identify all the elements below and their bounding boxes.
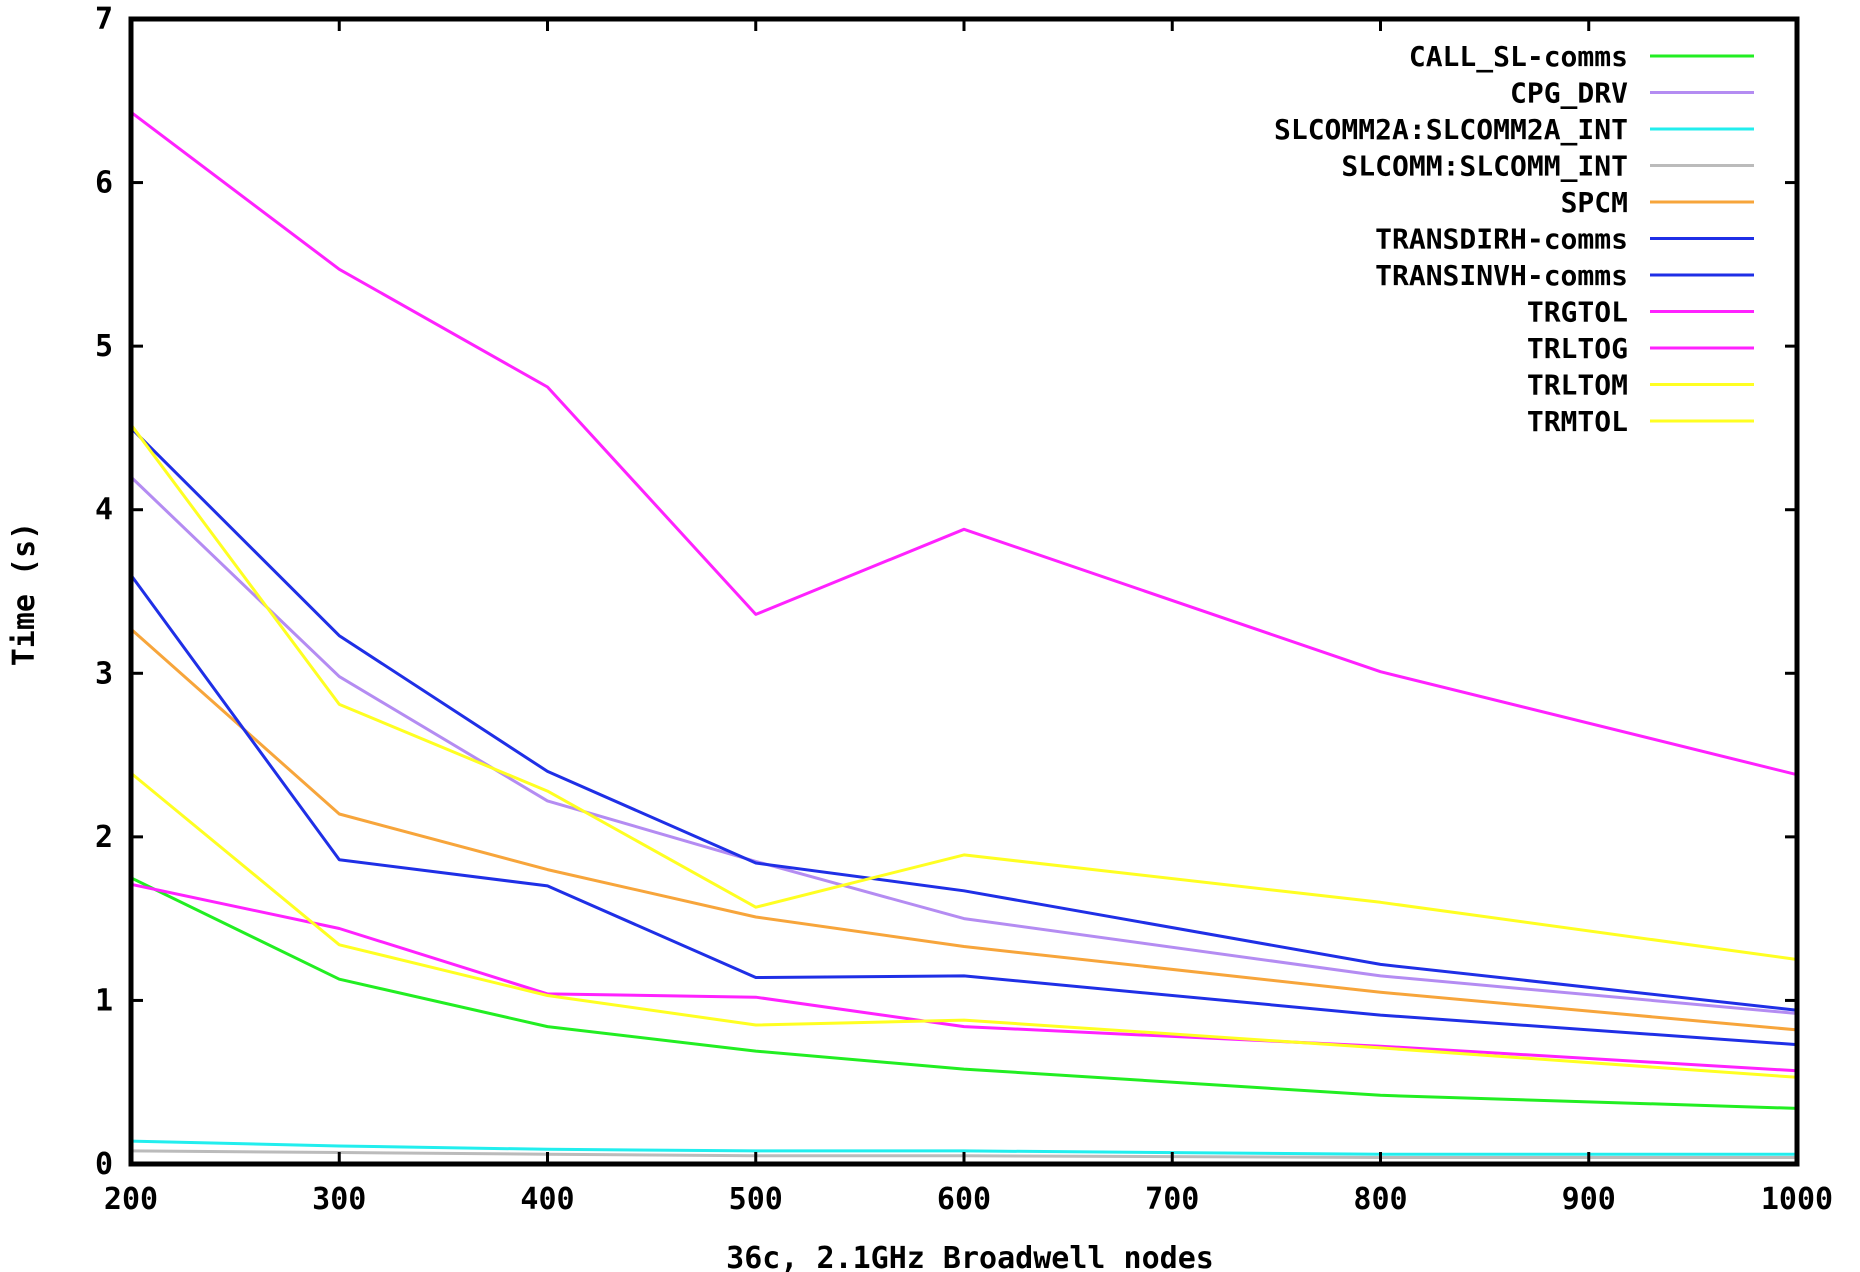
x-axis-title: 36c, 2.1GHz Broadwell nodes xyxy=(726,1241,1214,1272)
series-line-trltog xyxy=(129,882,1799,1073)
y-tick-label: 5 xyxy=(95,329,113,364)
x-tick-label: 700 xyxy=(1145,1182,1199,1217)
legend-label: TRLTOM xyxy=(1527,369,1628,402)
series-line-transinvh-comms xyxy=(129,573,1799,1047)
legend-item: TRANSDIRH-comms xyxy=(1375,223,1754,256)
legend-label: TRGTOL xyxy=(1527,296,1628,329)
legend-item: TRGTOL xyxy=(1527,296,1754,329)
legend-item: TRANSINVH-comms xyxy=(1375,259,1754,292)
legend-label: TRANSDIRH-comms xyxy=(1375,223,1628,256)
legend-label: CALL_SL-comms xyxy=(1409,40,1628,73)
series-line-cpg-drv xyxy=(129,475,1799,1015)
axes-layer: 200 300 400 500 600 700 800 900 1000 0 1 2 3 4 5 6 7 xyxy=(95,2,1833,1217)
legend-label: CPG_DRV xyxy=(1510,77,1628,110)
legend-item: SLCOMM:SLCOMM_INT xyxy=(1341,150,1754,183)
legend-item: CALL_SL-comms xyxy=(1409,40,1754,73)
series-line-call-sl-comms xyxy=(129,876,1799,1110)
x-tick-label: 300 xyxy=(312,1182,366,1217)
x-tick-label: 1000 xyxy=(1761,1182,1833,1217)
series-line-trltom xyxy=(129,423,1799,961)
x-tick-label: 800 xyxy=(1353,1182,1407,1217)
legend-item: TRLTOM xyxy=(1527,369,1754,402)
series-line-spcm xyxy=(129,627,1799,1032)
y-tick-label: 3 xyxy=(95,656,113,691)
legend-label: SPCM xyxy=(1561,186,1628,219)
y-tick-label: 7 xyxy=(95,2,113,37)
legend-item: SLCOMM2A:SLCOMM2A_INT xyxy=(1274,113,1754,146)
legend-label: TRMTOL xyxy=(1527,405,1628,438)
plot-frame xyxy=(128,16,1800,1167)
x-tick-label: 400 xyxy=(520,1182,574,1217)
y-tick-label: 2 xyxy=(95,820,113,855)
legend: CALL_SL-comms CPG_DRVSLCOMM2A:SLCOMM2A_IN… xyxy=(1274,40,1754,438)
x-tick-label: 900 xyxy=(1562,1182,1616,1217)
legend-label: TRANSINVH-comms xyxy=(1375,259,1628,292)
x-tick-label: 600 xyxy=(937,1182,991,1217)
series-line-trmtol xyxy=(129,771,1799,1079)
legend-label: TRLTOG xyxy=(1527,332,1628,365)
legend-item: SPCM xyxy=(1561,186,1754,219)
y-axis-title: Time (s) xyxy=(7,522,42,667)
y-tick-label: 0 xyxy=(95,1147,113,1182)
y-tick-label: 6 xyxy=(95,166,113,201)
legend-item: TRLTOG xyxy=(1527,332,1754,365)
y-tick-label: 1 xyxy=(95,983,113,1018)
legend-label: SLCOMM2A:SLCOMM2A_INT xyxy=(1274,113,1628,146)
series-line-trgtol xyxy=(129,110,1799,777)
x-tick-label: 200 xyxy=(104,1182,158,1217)
y-tick-label: 4 xyxy=(95,493,113,528)
series-line-transdirh-comms xyxy=(129,426,1799,1012)
legend-label: SLCOMM:SLCOMM_INT xyxy=(1341,150,1628,183)
legend-item: CPG_DRV xyxy=(1510,77,1754,110)
series-layer xyxy=(129,110,1799,1159)
legend-item: TRMTOL xyxy=(1527,405,1754,438)
x-tick-label: 500 xyxy=(729,1182,783,1217)
